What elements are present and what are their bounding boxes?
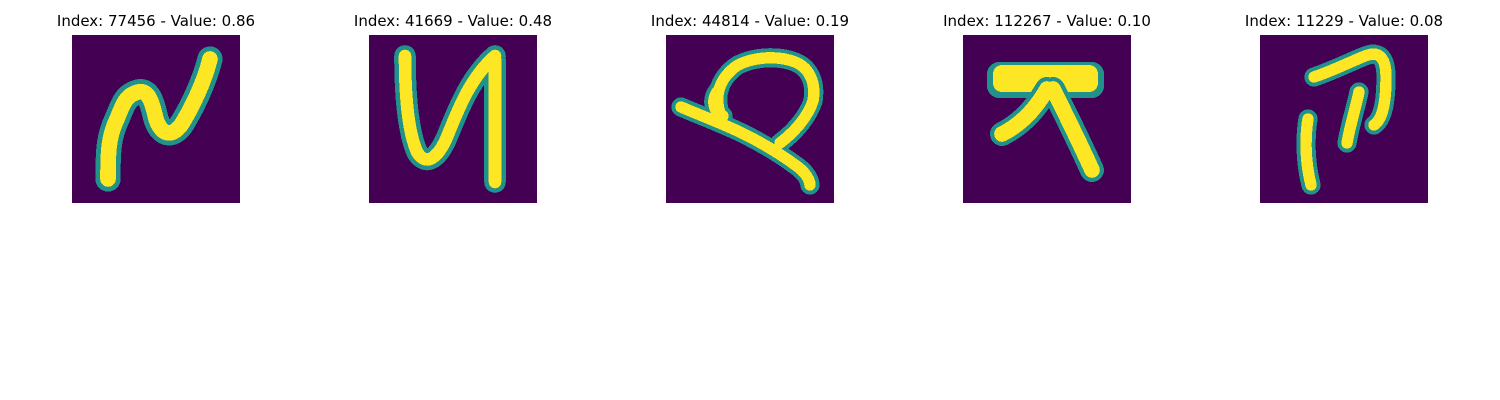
panel-title: Index: 112267 - Value: 0.10 — [943, 12, 1151, 30]
glyph-image — [666, 35, 834, 203]
panel-title: Index: 44814 - Value: 0.19 — [650, 12, 850, 30]
glyph-image — [369, 35, 537, 203]
glyph-image — [72, 35, 240, 203]
panel-title: Index: 77456 - Value: 0.86 — [56, 12, 256, 30]
image-panel-3: Index: 44814 - Value: 0.19 — [620, 0, 880, 210]
panel-title: Index: 41669 - Value: 0.48 — [353, 12, 553, 30]
image-panel-2: Index: 41669 - Value: 0.48 — [323, 0, 583, 210]
panel-title: Index: 11229 - Value: 0.08 — [1244, 12, 1444, 30]
image-panel-4: Index: 112267 - Value: 0.10 — [917, 0, 1177, 210]
glyph-image — [963, 35, 1131, 203]
glyph-image — [1260, 35, 1428, 203]
image-panel-1: Index: 77456 - Value: 0.86 — [26, 0, 286, 210]
image-panel-5: Index: 11229 - Value: 0.08 — [1214, 0, 1474, 210]
